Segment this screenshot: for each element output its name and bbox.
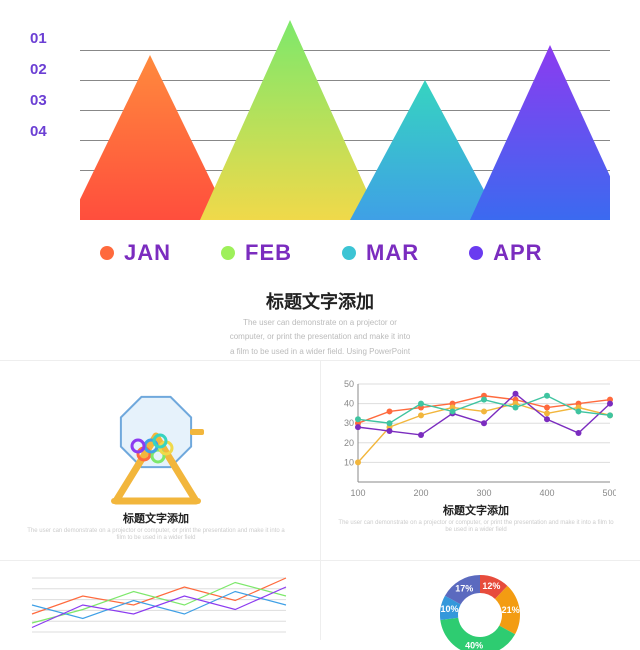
- triangle-chart-panel: 01 02 03 04 JAN FEB MAR APR 标题文字添加 The user…: [0, 0, 640, 360]
- legend-dot-icon: [221, 246, 235, 260]
- legend-item: MAR: [342, 240, 419, 266]
- chart-title: 标题文字添加: [0, 288, 640, 314]
- donut-chart-svg: 12% 21% 40% 10% 17%: [415, 570, 545, 650]
- line-chart-svg: 10 20 30 40 50 100 200 300 400 500: [336, 378, 616, 498]
- legend-dot-icon: [100, 246, 114, 260]
- line-chart-title: 标题文字添加: [336, 502, 616, 518]
- svg-text:17%: 17%: [455, 583, 473, 593]
- donut-panel: 12%21%40%10%17%: [320, 560, 640, 640]
- legend-label: APR: [493, 240, 542, 266]
- mini-line-chart: [24, 570, 294, 640]
- legend-item: APR: [469, 240, 542, 266]
- legend-item: FEB: [221, 240, 292, 266]
- legend-label: JAN: [124, 240, 171, 266]
- svg-text:10: 10: [344, 457, 354, 467]
- chart-subtitle-1: The user can demonstrate on a projector …: [0, 318, 640, 328]
- svg-text:100: 100: [350, 488, 365, 498]
- y-label-4: 04: [30, 123, 47, 140]
- svg-text:12%: 12%: [482, 581, 500, 591]
- legend-label: FEB: [245, 240, 292, 266]
- tumbler-panel: 标题文字添加 The user can demonstrate on a pro…: [0, 360, 312, 560]
- tumbler-subtitle: The user can demonstrate on a projector …: [24, 528, 288, 542]
- svg-text:40: 40: [344, 399, 354, 409]
- svg-text:20: 20: [344, 438, 354, 448]
- tumbler-title: 标题文字添加: [24, 510, 288, 526]
- tumbler-icon: [86, 386, 226, 506]
- y-label-2: 02: [30, 61, 47, 78]
- svg-text:500: 500: [602, 488, 616, 498]
- donut-chart: 12% 21% 40% 10% 17%: [344, 570, 616, 650]
- legend-dot-icon: [469, 246, 483, 260]
- legend-label: MAR: [366, 240, 419, 266]
- svg-text:21%: 21%: [502, 605, 520, 615]
- third-row: 12%21%40%10%17%: [0, 560, 640, 640]
- y-axis-labels: 01 02 03 04: [30, 30, 47, 154]
- svg-text:10%: 10%: [441, 604, 459, 614]
- line-chart: 10 20 30 40 50 100 200 300 400 500: [336, 378, 616, 498]
- mini-line-panel: [0, 560, 320, 640]
- legend-item: JAN: [100, 240, 171, 266]
- svg-text:400: 400: [539, 488, 554, 498]
- legend-dot-icon: [342, 246, 356, 260]
- svg-text:300: 300: [476, 488, 491, 498]
- y-label-3: 03: [30, 92, 47, 109]
- tumbler-graphic: [24, 386, 288, 506]
- line-chart-panel: 10 20 30 40 50 100 200 300 400 500 标题文字添加 The use…: [312, 360, 640, 560]
- triangle-plot: [80, 20, 610, 220]
- svg-text:50: 50: [344, 379, 354, 389]
- legend: JAN FEB MAR APR: [100, 240, 543, 266]
- title-block: 标题文字添加 The user can demonstrate on a pro…: [0, 288, 640, 357]
- svg-text:40%: 40%: [465, 640, 483, 650]
- line-chart-subtitle: The user can demonstrate on a projector …: [336, 520, 616, 534]
- svg-text:200: 200: [413, 488, 428, 498]
- middle-row: 标题文字添加 The user can demonstrate on a pro…: [0, 360, 640, 560]
- chart-subtitle-3: a film to be used in a wider field. Usin…: [0, 347, 640, 357]
- y-label-1: 01: [30, 30, 47, 47]
- svg-text:30: 30: [344, 418, 354, 428]
- chart-subtitle-2: computer, or print the presentation and …: [0, 332, 640, 342]
